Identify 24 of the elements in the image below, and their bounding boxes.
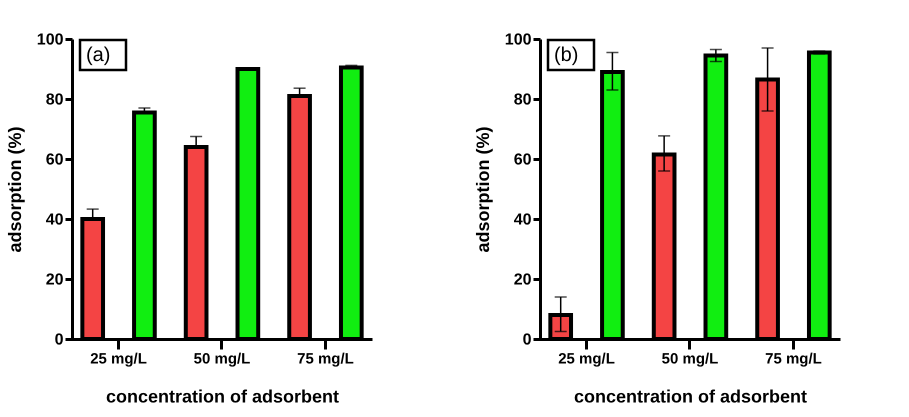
annotation: (b) [554,44,578,66]
x-axis-title: concentration of adsorbent [106,386,340,406]
x-tick-label: 50 mg/L [194,350,250,368]
x-tick-label: 25 mg/L [558,350,615,368]
annotation: (a) [86,44,110,66]
y-tick-label: 80 [46,92,64,108]
y-tick-label: 40 [514,212,532,228]
y-axis-title: adsorption (%) [4,126,25,252]
x-tick-label: 75 mg/L [765,350,822,368]
y-tick-label: 20 [46,272,64,288]
y-tick-label: 0 [522,332,532,348]
y-tick-label: 100 [36,32,64,48]
y-tick-label: 0 [54,332,64,348]
x-tick-label: 50 mg/L [662,350,718,368]
y-tick-label: 80 [514,92,532,108]
y-tick-label: 60 [514,152,532,168]
y-tick-label: 40 [46,212,64,228]
y-tick-label: 100 [504,32,532,48]
x-axis-title: concentration of adsorbent [574,386,808,406]
x-tick-label: 75 mg/L [297,350,354,368]
y-axis-title: adsorption (%) [472,126,493,252]
x-tick-label: 25 mg/L [90,350,147,368]
y-tick-label: 20 [514,272,532,288]
y-tick-label: 60 [46,152,64,168]
